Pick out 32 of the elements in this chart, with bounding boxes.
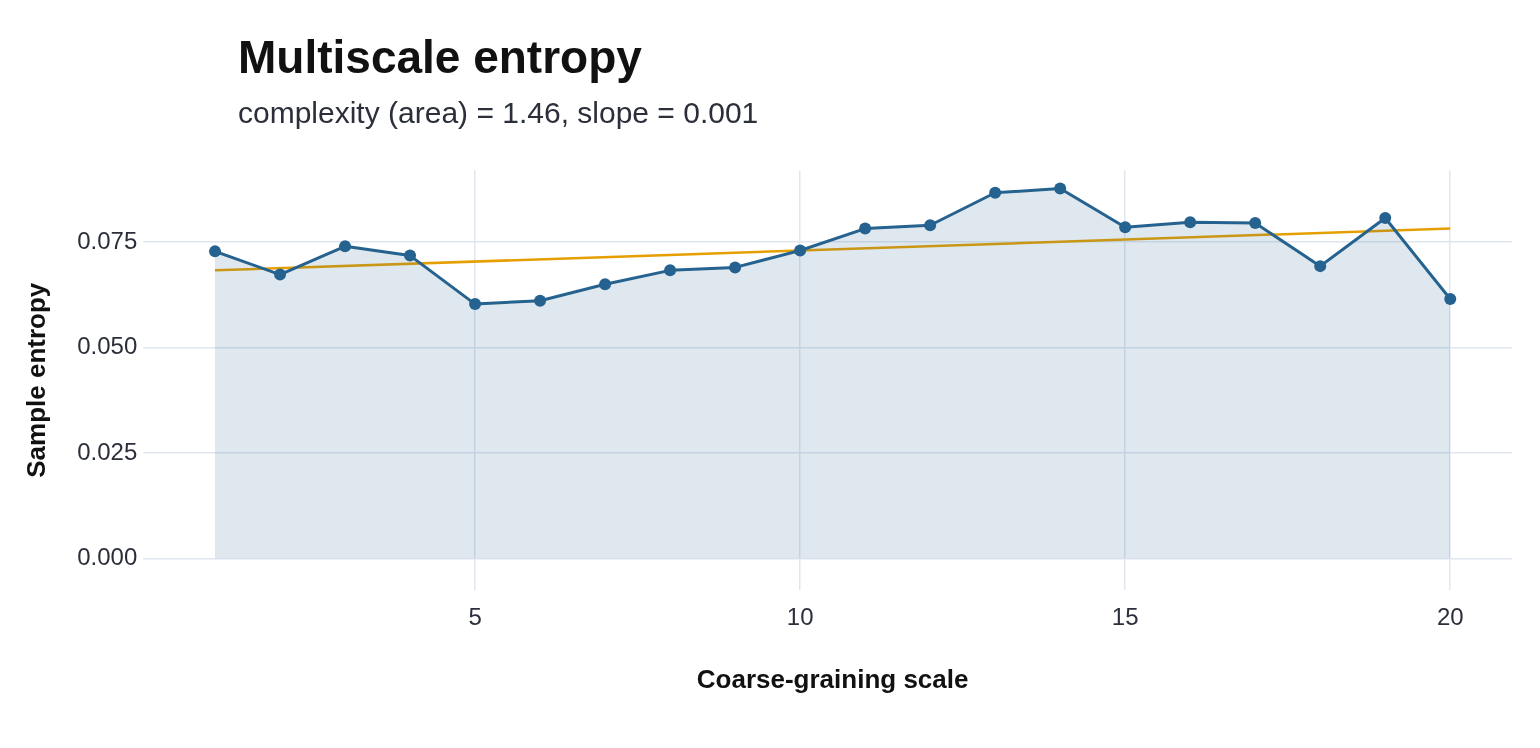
point xyxy=(1119,221,1132,234)
point xyxy=(794,244,807,257)
x-tick-label: 20 xyxy=(1436,603,1464,631)
y-tick-label: 0.025 xyxy=(77,437,138,465)
point xyxy=(469,298,482,311)
point xyxy=(339,240,352,253)
y-tick-label: 0.050 xyxy=(77,332,138,360)
point xyxy=(924,219,937,232)
point xyxy=(209,245,222,258)
x-tick-label: 10 xyxy=(786,603,814,631)
point xyxy=(1184,216,1197,229)
chart-subtitle: complexity (area) = 1.46, slope = 0.001 xyxy=(238,96,760,130)
point xyxy=(729,261,742,274)
point xyxy=(534,294,547,307)
x-tick-label: 15 xyxy=(1111,603,1139,631)
point xyxy=(1379,212,1392,225)
y-tick-label: 0.000 xyxy=(77,543,138,570)
point xyxy=(859,222,872,235)
point xyxy=(1444,293,1457,306)
x-tick-label: 5 xyxy=(468,603,482,631)
point xyxy=(274,268,287,281)
point xyxy=(404,249,417,262)
chart-title: Multiscale entropy xyxy=(238,30,643,84)
point xyxy=(1314,260,1327,273)
y-axis-title: Sample entropy xyxy=(20,282,51,478)
point xyxy=(1249,217,1262,230)
point xyxy=(1054,182,1067,195)
point xyxy=(989,186,1002,199)
y-tick-label: 0.075 xyxy=(77,226,138,254)
point xyxy=(599,278,612,291)
point xyxy=(664,264,677,277)
x-axis-title: Coarse-graining scale xyxy=(696,663,969,694)
